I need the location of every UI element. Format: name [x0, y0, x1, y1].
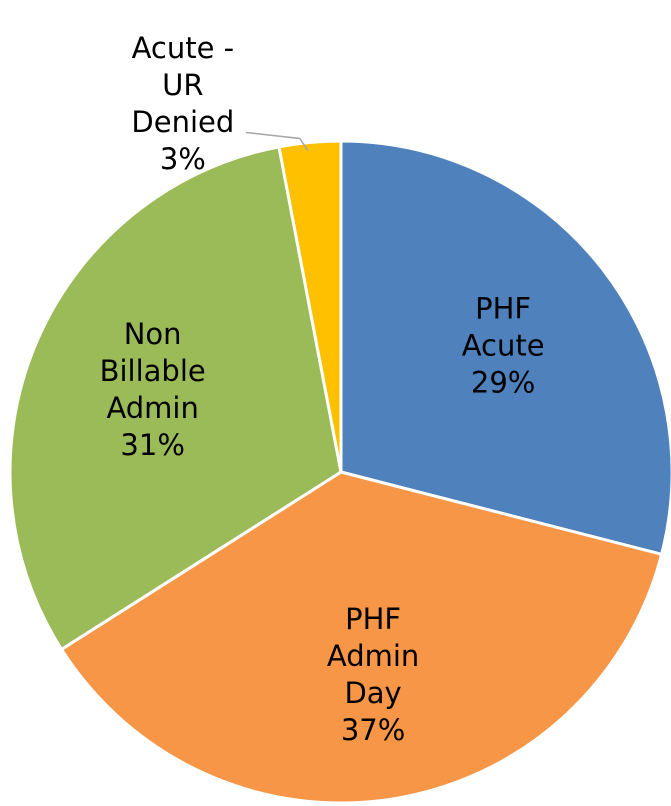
category-label: Acute - UR Denied [131, 31, 235, 140]
percent-label: 31% [120, 428, 185, 463]
pie-slice [8, 145, 343, 652]
percent-label: 3% [159, 142, 206, 177]
data-label: Acute - UR Denied 3% [118, 30, 248, 178]
percent-label: 37% [340, 712, 406, 747]
data-label: PHF Acute 29% [443, 291, 563, 402]
pie-slice [339, 139, 671, 557]
leader-line [245, 131, 309, 151]
data-label: Non Billable Admin 31% [83, 316, 223, 464]
pie-slice [277, 139, 343, 473]
percent-label: 29% [470, 365, 536, 400]
category-label: PHF Admin Day [326, 601, 420, 710]
category-label: PHF Acute [461, 291, 545, 363]
category-label: Non Billable Admin [99, 317, 206, 426]
data-label: PHF Admin Day 37% [313, 601, 433, 749]
